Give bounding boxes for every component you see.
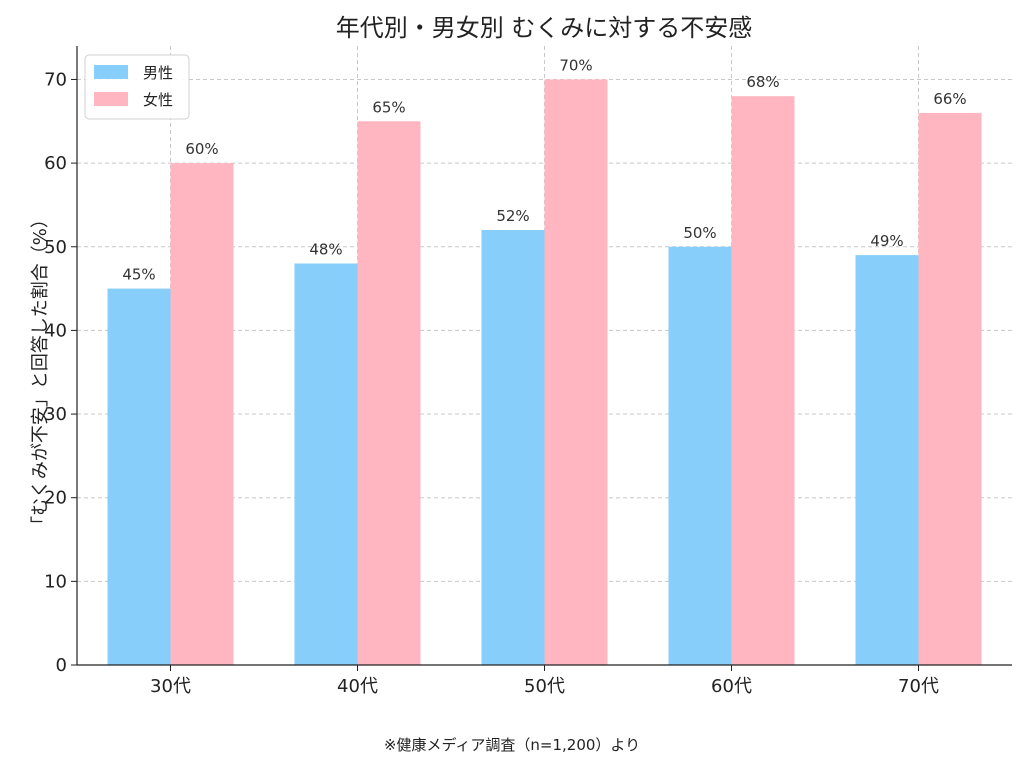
data-label: 65% xyxy=(372,98,405,116)
data-label: 48% xyxy=(309,240,342,258)
x-tick-label: 40代 xyxy=(337,676,378,697)
x-tick-label: 70代 xyxy=(898,676,939,697)
legend-box xyxy=(84,54,190,120)
bar-female-0 xyxy=(170,163,234,666)
chart-title: 年代別・男女別 むくみに対する不安感 xyxy=(336,14,753,42)
y-axis-label: 「むくみが不安」と回答した割合（%） xyxy=(30,210,51,534)
x-tick-label: 60代 xyxy=(711,676,752,697)
y-tick-label: 0 xyxy=(56,655,67,676)
bar-male-3 xyxy=(668,246,732,665)
y-tick-label: 30 xyxy=(44,404,67,425)
y-tick-label: 50 xyxy=(44,237,67,258)
bar-male-1 xyxy=(294,263,358,665)
bar-female-1 xyxy=(357,121,421,665)
x-tick-label: 50代 xyxy=(524,676,565,697)
y-tick-label: 70 xyxy=(44,69,67,90)
data-label: 68% xyxy=(746,73,779,91)
bar-female-2 xyxy=(544,79,608,665)
data-label: 70% xyxy=(559,56,592,74)
y-tick-label: 20 xyxy=(44,488,67,509)
data-label: 66% xyxy=(933,90,966,108)
legend-label: 男性 xyxy=(143,64,173,82)
legend-swatch xyxy=(94,92,128,106)
data-label: 49% xyxy=(870,232,903,250)
data-label: 60% xyxy=(185,140,218,158)
data-labels: 45% 48% 52% 50% 49% 60% 65% 70% 68% 66% xyxy=(122,56,966,283)
footnote: ※健康メディア調査（n=1,200）より xyxy=(383,736,641,754)
y-tick-label: 10 xyxy=(44,571,67,592)
x-tick-label: 30代 xyxy=(150,676,191,697)
bar-female-3 xyxy=(731,96,795,665)
legend-label: 女性 xyxy=(143,91,173,109)
data-label: 45% xyxy=(122,266,155,284)
bar-chart: 年代別・男女別 むくみに対する不安感 「むくみが不安」と回答した割合（%） 45… xyxy=(30,14,1012,697)
data-label: 50% xyxy=(683,224,716,242)
bar-female-4 xyxy=(918,112,982,665)
bar-male-2 xyxy=(481,230,545,665)
bar-male-4 xyxy=(855,255,919,665)
legend-swatch xyxy=(94,65,128,79)
data-label: 52% xyxy=(496,207,529,225)
bar-male-0 xyxy=(107,288,171,665)
y-tick-label: 60 xyxy=(44,153,67,174)
axes: 0 10 20 30 40 50 60 70 30代 40代 50代 60代 70代 xyxy=(44,46,1012,697)
y-tick-label: 40 xyxy=(44,320,67,341)
bars xyxy=(107,79,982,666)
